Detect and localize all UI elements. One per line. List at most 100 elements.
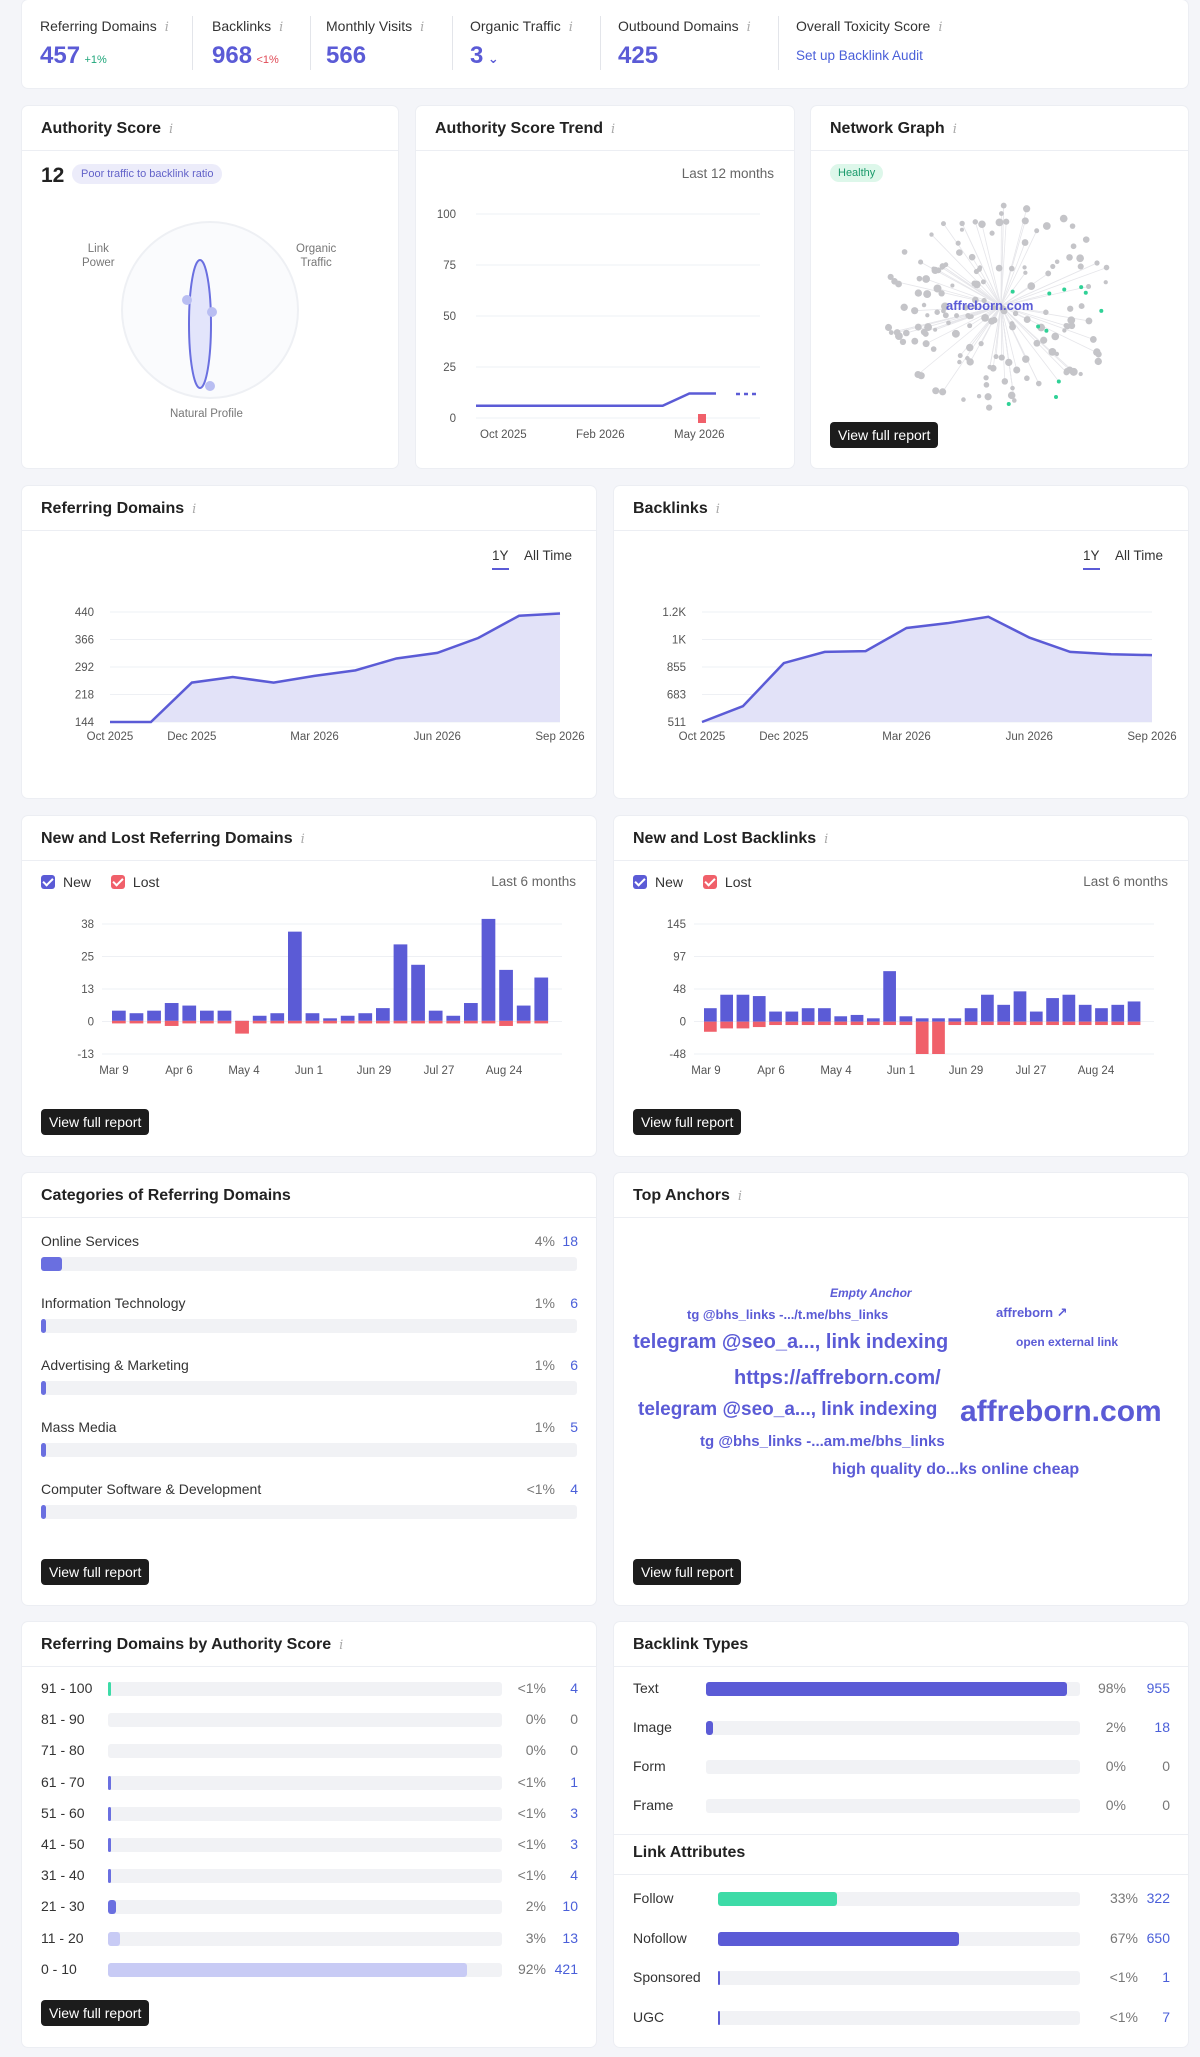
anchor-item[interactable]: affreborn ↗ <box>996 1305 1068 1320</box>
bar-lost[interactable] <box>769 1021 782 1026</box>
bar-new[interactable] <box>217 1010 232 1021</box>
bar-new[interactable] <box>997 1004 1011 1022</box>
info-icon[interactable]: i <box>611 122 616 137</box>
bar-new[interactable] <box>834 1016 848 1022</box>
bar-new[interactable] <box>270 1013 285 1021</box>
summary-monthly-visits[interactable]: Monthly Visits i 566 <box>326 18 424 70</box>
bar-new[interactable] <box>534 977 549 1021</box>
info-icon[interactable]: i <box>952 122 957 137</box>
bar-new[interactable] <box>481 918 496 1021</box>
bar-lost[interactable] <box>948 1021 962 1026</box>
bar-new[interactable] <box>288 931 302 1021</box>
info-icon[interactable]: i <box>737 1189 743 1204</box>
bar-new[interactable] <box>376 1008 390 1021</box>
bar-lost[interactable] <box>340 1020 355 1024</box>
category-value[interactable]: 5 <box>570 1419 578 1435</box>
bar-lost[interactable] <box>411 1020 425 1024</box>
anchor-item[interactable]: telegram @seo_a..., link indexing <box>638 1399 938 1420</box>
info-icon[interactable]: i <box>192 502 197 517</box>
link-attribute-value[interactable]: 322 <box>1146 1890 1170 1906</box>
view-full-report-button[interactable]: View full report <box>41 1559 150 1585</box>
bar-new[interactable] <box>1095 1008 1108 1022</box>
bar-new[interactable] <box>164 1003 179 1021</box>
bar-lost[interactable] <box>235 1020 249 1034</box>
bar-new[interactable] <box>704 1008 717 1022</box>
bar-lost[interactable] <box>1029 1021 1043 1026</box>
bar-new[interactable] <box>182 1005 197 1021</box>
bar-lost[interactable] <box>182 1020 197 1024</box>
bar-new[interactable] <box>850 1014 864 1022</box>
bar-lost[interactable] <box>217 1020 232 1024</box>
bar-lost[interactable] <box>932 1021 945 1054</box>
area-line[interactable] <box>701 615 1153 724</box>
bar-lost[interactable] <box>481 1020 496 1024</box>
summary-ref-domains-value[interactable]: 457 <box>40 42 81 69</box>
bar-new[interactable] <box>736 994 750 1022</box>
bar-lost[interactable] <box>446 1020 461 1024</box>
legend-new-checkbox[interactable]: New <box>633 874 683 890</box>
category-value[interactable]: 4 <box>570 1481 578 1497</box>
bar-lost[interactable] <box>818 1021 831 1026</box>
anchor-item[interactable]: https://affreborn.com/ <box>734 1367 941 1389</box>
bar-lost[interactable] <box>112 1020 126 1024</box>
category-value[interactable]: 18 <box>562 1233 578 1249</box>
bar-lost[interactable] <box>1046 1021 1059 1026</box>
bar-new[interactable] <box>252 1015 267 1021</box>
view-full-report-button[interactable]: View full report <box>633 1559 742 1585</box>
anchor-item[interactable]: high quality do...ks online cheap <box>832 1461 1080 1478</box>
link-attribute-value[interactable]: 650 <box>1146 1929 1170 1946</box>
authority-value[interactable]: 3 <box>570 1804 578 1821</box>
area-line[interactable] <box>110 612 561 724</box>
tab-1y[interactable]: 1Y <box>1083 548 1100 570</box>
bar-new[interactable] <box>1046 998 1059 1022</box>
bar-new[interactable] <box>915 1018 929 1022</box>
info-icon[interactable]: i <box>300 832 305 847</box>
setup-backlink-audit-link[interactable]: Set up Backlink Audit <box>796 48 923 63</box>
network-graph[interactable] <box>871 176 1131 446</box>
tab-1y[interactable]: 1Y <box>492 548 509 570</box>
summary-outbound-domains[interactable]: Outbound Domains i 425 <box>618 18 751 70</box>
authority-value[interactable]: 421 <box>554 1960 578 1977</box>
authority-value[interactable]: 0 <box>570 1742 578 1759</box>
bar-new[interactable] <box>785 1011 799 1022</box>
category-value[interactable]: 6 <box>570 1357 578 1373</box>
tab-all-time[interactable]: All Time <box>524 548 573 563</box>
bar-lost[interactable] <box>1127 1021 1141 1026</box>
anchor-item[interactable]: affreborn.com <box>960 1395 1162 1428</box>
bar-lost[interactable] <box>785 1021 799 1026</box>
bar-new[interactable] <box>752 996 766 1022</box>
bar-new[interactable] <box>932 1018 945 1022</box>
bar-lost[interactable] <box>200 1020 214 1024</box>
link-attribute-value[interactable]: 7 <box>1162 2008 1170 2025</box>
bar-lost[interactable] <box>288 1020 302 1024</box>
tab-all-time[interactable]: All Time <box>1115 548 1164 563</box>
authority-value[interactable]: 4 <box>570 1680 578 1696</box>
bar-lost[interactable] <box>899 1021 913 1026</box>
bar-new[interactable] <box>1111 1004 1125 1022</box>
bar-new[interactable] <box>981 994 994 1022</box>
view-full-report-button[interactable]: View full report <box>41 1109 150 1135</box>
bar-lost[interactable] <box>147 1020 161 1024</box>
bar-lost[interactable] <box>393 1020 408 1024</box>
bar-new[interactable] <box>200 1010 214 1021</box>
summary-organic-traffic[interactable]: Organic Traffic i 3 ⌄ <box>470 18 573 70</box>
bar-new[interactable] <box>358 1013 373 1021</box>
summary-backlinks[interactable]: Backlinks i 968 <1% <box>212 18 283 70</box>
bar-lost[interactable] <box>1078 1021 1092 1026</box>
bar-lost[interactable] <box>164 1020 179 1026</box>
anchor-item[interactable]: Empty Anchor <box>830 1286 912 1300</box>
bar-new[interactable] <box>818 1008 831 1022</box>
legend-new-checkbox[interactable]: New <box>41 874 91 890</box>
bar-lost[interactable] <box>516 1020 531 1024</box>
bar-new[interactable] <box>323 1018 337 1021</box>
bar-new[interactable] <box>948 1018 962 1022</box>
authority-value[interactable]: 10 <box>562 1898 578 1915</box>
bar-lost[interactable] <box>1013 1021 1027 1026</box>
backlink-type-value[interactable]: 0 <box>1162 1758 1170 1774</box>
bar-lost[interactable] <box>270 1020 285 1024</box>
bar-new[interactable] <box>147 1010 161 1021</box>
bar-new[interactable] <box>1029 1011 1043 1022</box>
info-icon[interactable]: i <box>169 122 174 137</box>
bar-lost[interactable] <box>834 1021 848 1026</box>
bar-new[interactable] <box>393 944 408 1021</box>
